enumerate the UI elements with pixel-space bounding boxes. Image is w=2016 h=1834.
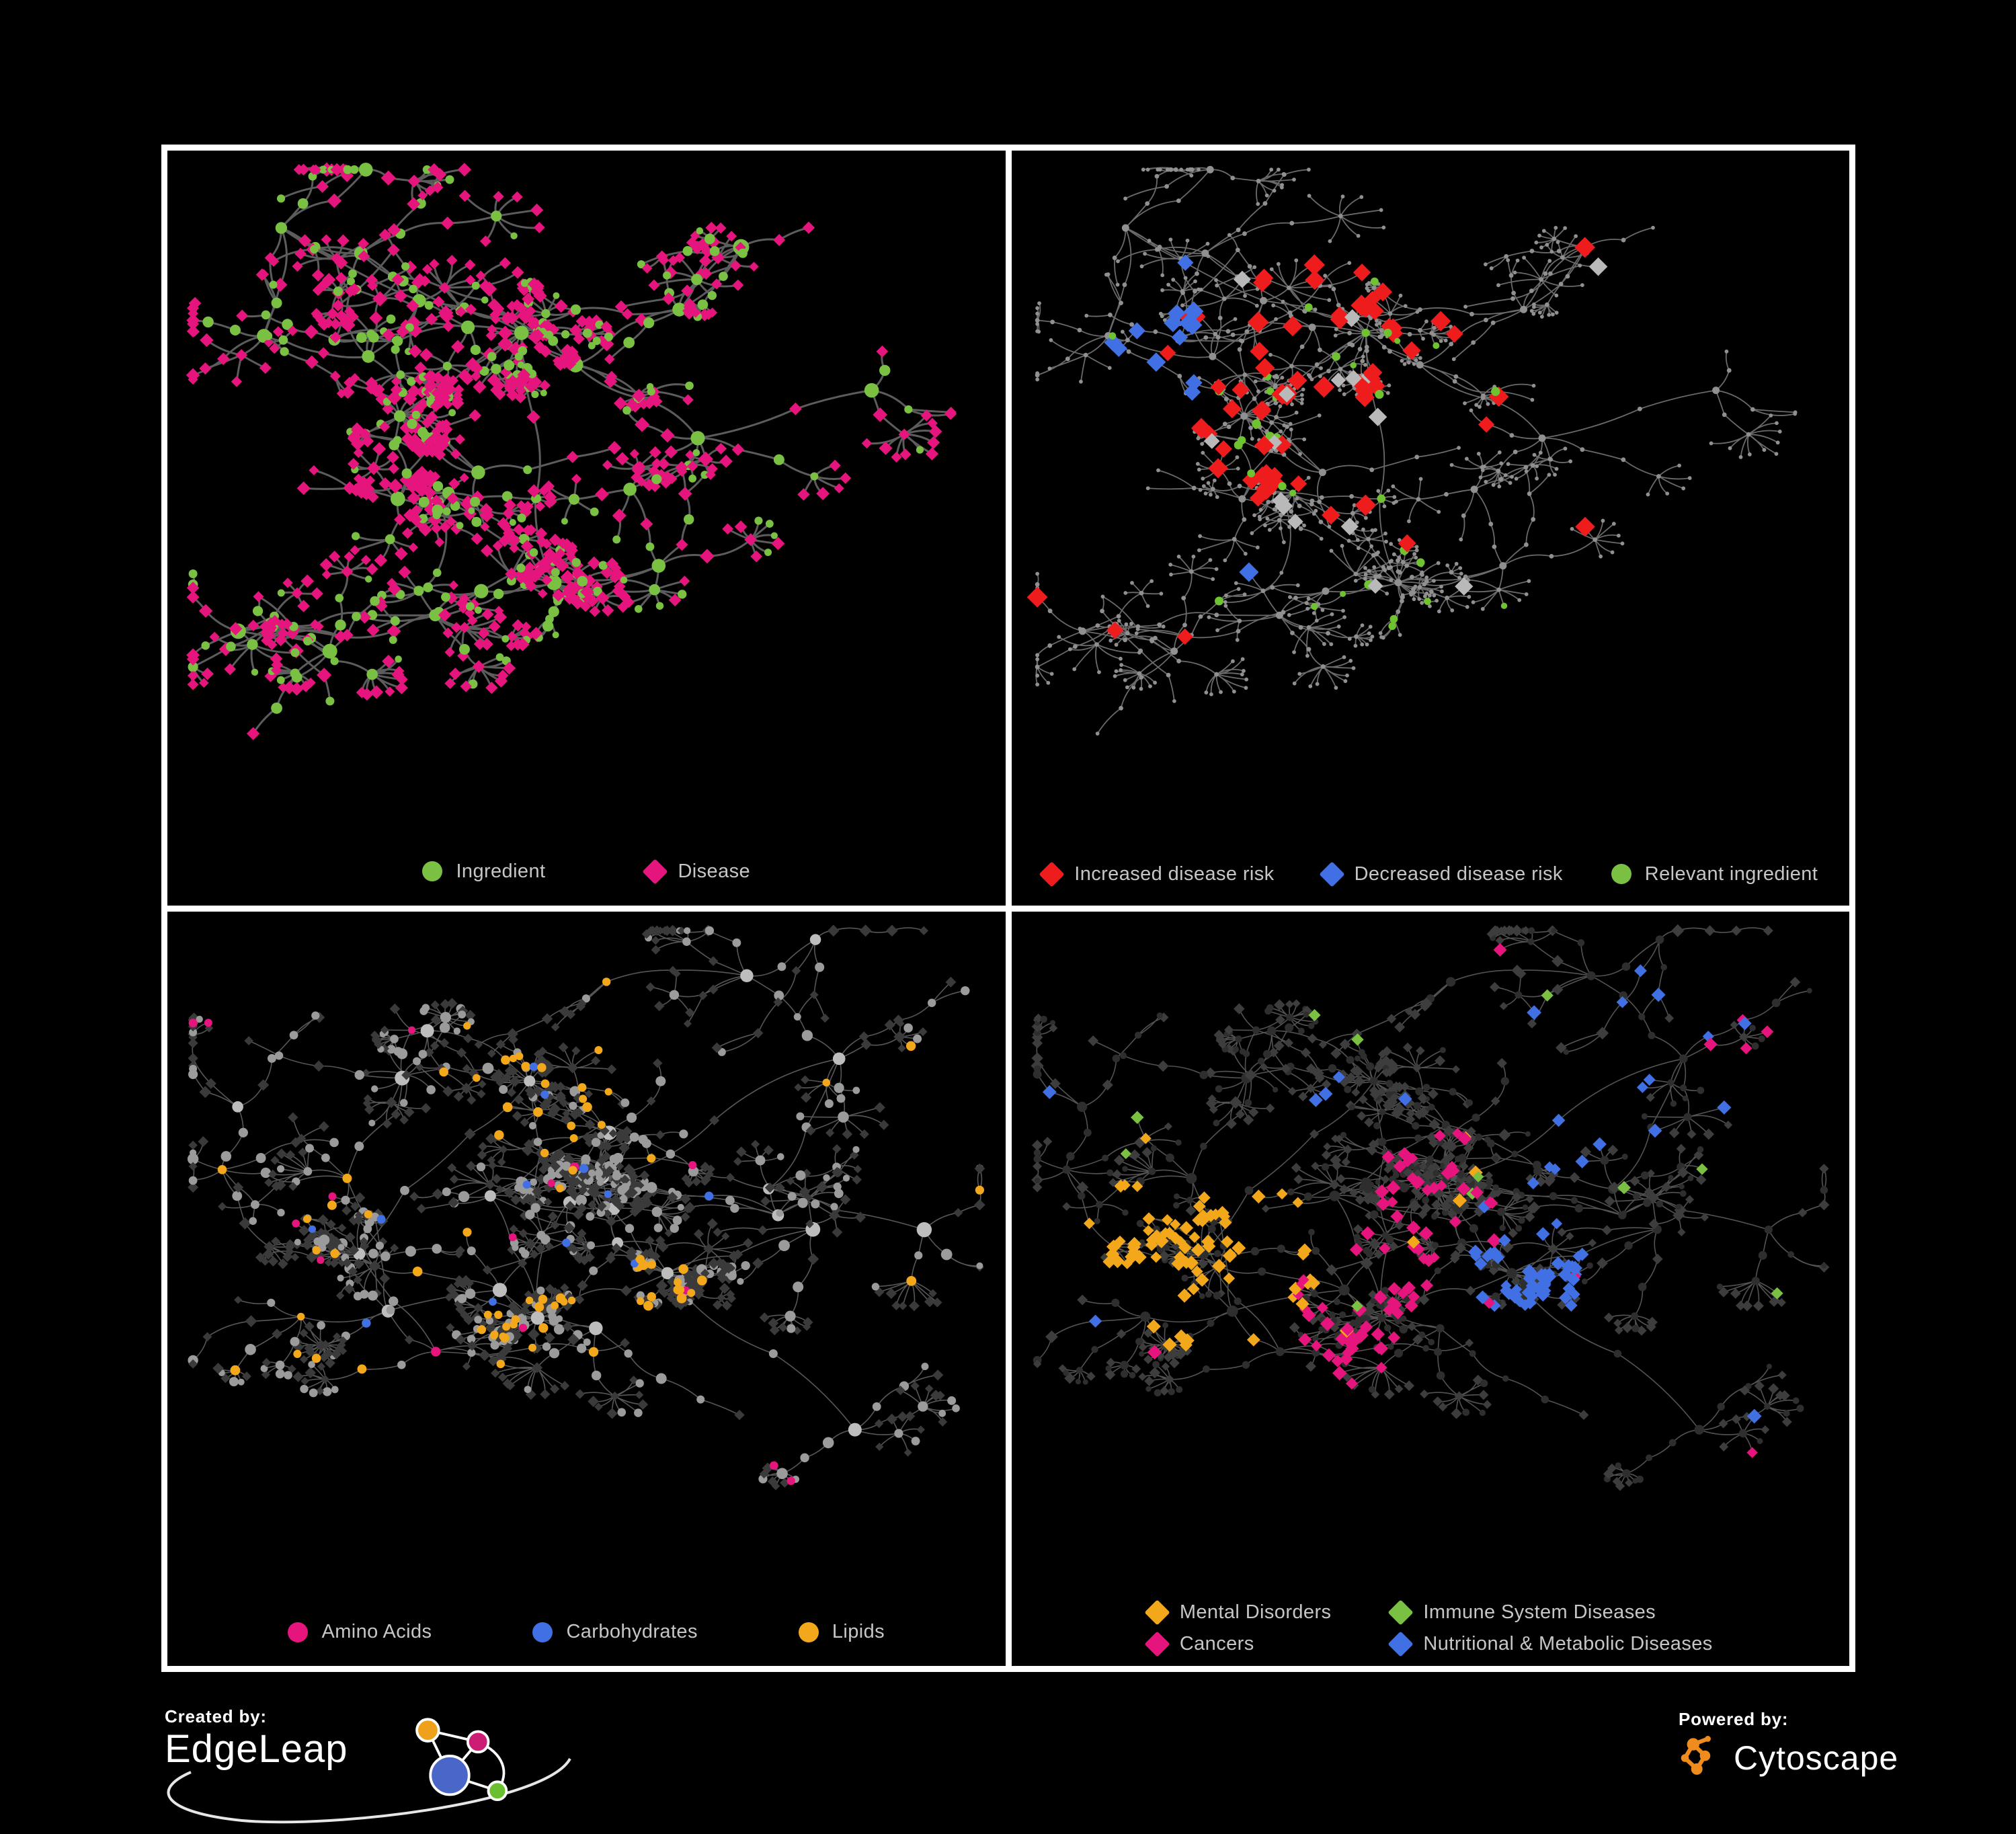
- mental-disorders-diamond-icon: [1144, 1599, 1170, 1626]
- network-graph-ingredient-disease: [186, 162, 957, 740]
- panel-macronutrients: Amino Acids Carbohydrates Lipids: [167, 911, 1006, 1666]
- edgeleap-green-node: [487, 1780, 508, 1802]
- legend-disease-categories: Mental Disorders Immune System Diseases …: [1012, 1599, 1850, 1657]
- legend-item: Immune System Diseases: [1387, 1599, 1712, 1626]
- network-graph-macronutrients: [187, 924, 985, 1490]
- decreased-risk-diamond-icon: [1318, 861, 1345, 887]
- increased-risk-diamond-icon: [1039, 861, 1065, 887]
- legend-label: Immune System Diseases: [1423, 1601, 1656, 1623]
- immune-diseases-diamond-icon: [1387, 1599, 1414, 1626]
- legend-disease-risk: Increased disease risk Decreased disease…: [1012, 861, 1850, 887]
- cancers-diamond-icon: [1144, 1631, 1170, 1657]
- legend-label: Mental Disorders: [1179, 1601, 1332, 1623]
- edgeleap-logo-icon: [415, 1718, 508, 1802]
- cytoscape-wordmark: Cytoscape: [1734, 1739, 1899, 1777]
- panel-grid: Ingredient Disease Increased disease ris…: [161, 145, 1855, 1672]
- legend-macronutrients: Amino Acids Carbohydrates Lipids: [167, 1621, 1006, 1643]
- legend-label: Nutritional & Metabolic Diseases: [1423, 1633, 1713, 1654]
- legend-label: Increased disease risk: [1074, 863, 1275, 885]
- created-by-block: Created by: EdgeLeap: [165, 1706, 729, 1824]
- powered-by-block: Powered by: Cytoscape: [1679, 1709, 1961, 1782]
- legend-item: Lipids: [798, 1621, 885, 1643]
- panel-ingredient-disease: Ingredient Disease: [167, 151, 1006, 906]
- cytoscape-logo-icon: [1681, 1736, 1711, 1775]
- edgeleap-blue-node: [429, 1755, 471, 1796]
- legend-item: Nutritional & Metabolic Diseases: [1387, 1631, 1713, 1657]
- legend-label: Carbohydrates: [566, 1621, 698, 1642]
- disease-diamond-icon: [642, 858, 669, 885]
- legend-item: Amino Acids: [288, 1621, 432, 1643]
- legend-item: Mental Disorders: [1144, 1599, 1332, 1626]
- amino-acids-circle-icon: [288, 1622, 309, 1642]
- ingredient-circle-icon: [422, 861, 443, 881]
- edgeleap-magenta-node: [466, 1730, 490, 1754]
- legend-item: Carbohydrates: [532, 1621, 697, 1643]
- panel-disease-categories: Mental Disorders Immune System Diseases …: [1011, 911, 1850, 1666]
- legend-item: Disease: [642, 858, 751, 885]
- panel-disease-risk: Increased disease risk Decreased disease…: [1011, 151, 1850, 906]
- legend-label: Disease: [678, 860, 751, 882]
- network-graph-disease-categories: [1031, 924, 1829, 1491]
- network-graph-disease-risk: [1026, 165, 1798, 736]
- nutritional-diseases-diamond-icon: [1387, 1631, 1414, 1657]
- legend-item: Increased disease risk: [1039, 861, 1275, 887]
- carbohydrates-circle-icon: [532, 1622, 553, 1642]
- edgeleap-wordmark: EdgeLeap: [165, 1727, 348, 1771]
- powered-by-label: Powered by:: [1679, 1709, 1789, 1729]
- legend-item: Relevant ingredient: [1611, 863, 1818, 885]
- legend-label: Decreased disease risk: [1354, 863, 1563, 885]
- legend-item: Ingredient: [422, 861, 545, 883]
- legend-label: Amino Acids: [321, 1621, 432, 1642]
- relevant-ingredient-circle-icon: [1611, 864, 1631, 884]
- edgeleap-orange-node: [415, 1718, 440, 1743]
- legend-label: Relevant ingredient: [1644, 863, 1818, 885]
- legend-label: Lipids: [832, 1621, 885, 1642]
- created-by-label: Created by:: [165, 1706, 267, 1726]
- legend-item: Cancers: [1144, 1631, 1332, 1657]
- legend-item: Decreased disease risk: [1318, 861, 1563, 887]
- legend-ingredient-disease: Ingredient Disease: [167, 858, 1006, 885]
- legend-label: Cancers: [1179, 1633, 1254, 1654]
- legend-label: Ingredient: [456, 860, 546, 882]
- lipids-circle-icon: [798, 1622, 819, 1642]
